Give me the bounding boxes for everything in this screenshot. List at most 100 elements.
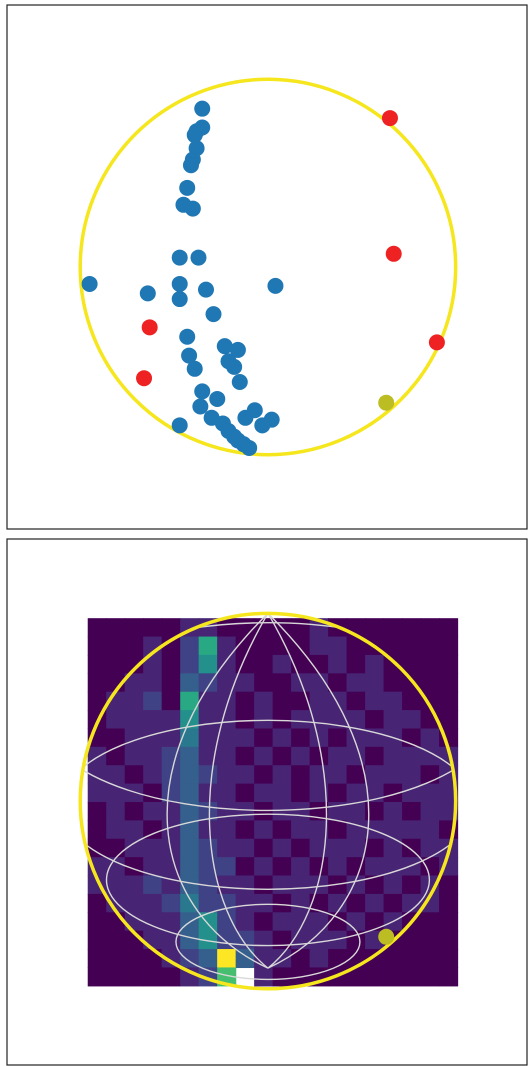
heat-cell — [420, 673, 440, 693]
heat-cell — [365, 875, 385, 895]
latitude-line — [175, 903, 361, 981]
heat-cell — [272, 893, 292, 913]
heat-cell — [328, 838, 348, 858]
heat-cell — [346, 838, 366, 858]
heat-cell — [309, 691, 329, 711]
heat-cell — [365, 912, 385, 932]
heat-cell — [439, 710, 459, 730]
heat-cell — [291, 893, 311, 913]
heat-cell — [143, 912, 163, 932]
heat-cell — [124, 691, 144, 711]
heat-cell — [439, 783, 459, 803]
point — [226, 358, 243, 375]
heat-cell — [124, 783, 144, 803]
heat-cell — [106, 710, 126, 730]
heat-cell — [161, 728, 181, 748]
heat-cell — [106, 783, 126, 803]
heat-cell — [180, 820, 200, 840]
point — [184, 200, 201, 217]
heat-cell — [254, 857, 274, 877]
heat-cell — [420, 912, 440, 932]
heat-cell — [439, 949, 459, 969]
heat-cell — [291, 765, 311, 785]
point — [378, 394, 395, 411]
point — [197, 281, 214, 298]
point — [139, 285, 156, 302]
heat-cell — [124, 875, 144, 895]
heat-cell — [87, 691, 107, 711]
heat-cell — [328, 636, 348, 656]
heat-cell — [346, 783, 366, 803]
heat-cell — [235, 857, 255, 877]
heat-cell — [420, 820, 440, 840]
heat-cell — [383, 893, 403, 913]
heat-cell — [235, 618, 255, 638]
heat-cell — [217, 636, 237, 656]
heat-cell — [198, 820, 218, 840]
panel-frame — [6, 4, 528, 530]
heat-cell — [198, 949, 218, 969]
heat-cell — [272, 820, 292, 840]
heat-cell — [439, 654, 459, 674]
heat-cell — [291, 728, 311, 748]
heat-cell — [328, 820, 348, 840]
heat-cell — [272, 857, 292, 877]
heat-cell — [254, 783, 274, 803]
heat-cell — [291, 746, 311, 766]
heat-cell — [217, 618, 237, 638]
heat-cell — [254, 912, 274, 932]
point — [231, 373, 248, 390]
heat-cell — [420, 949, 440, 969]
heat-cell — [420, 783, 440, 803]
heat-cell — [143, 618, 163, 638]
heat-cell — [383, 673, 403, 693]
heat-cell — [161, 912, 181, 932]
heat-cell — [346, 636, 366, 656]
point — [267, 277, 284, 294]
heat-cell — [309, 893, 329, 913]
heat-cell — [106, 618, 126, 638]
heat-cell — [235, 746, 255, 766]
heat-cell — [235, 765, 255, 785]
heat-cell — [217, 802, 237, 821]
heat-cell — [420, 728, 440, 748]
heat-cell — [309, 820, 329, 840]
latitude-line — [80, 622, 456, 812]
heat-cell — [124, 618, 144, 638]
heat-cell — [198, 893, 218, 913]
heat-cell — [309, 673, 329, 693]
heat-cell — [291, 875, 311, 895]
heat-cell — [124, 893, 144, 913]
heat-cell — [346, 710, 366, 730]
heat-cell — [291, 783, 311, 803]
heat-cell — [217, 654, 237, 674]
heat-cell — [198, 636, 218, 656]
heat-cell — [180, 765, 200, 785]
point — [385, 245, 402, 262]
heat-cell — [346, 746, 366, 766]
point — [186, 360, 203, 377]
heat-cell — [383, 820, 403, 840]
heat-cell — [402, 765, 422, 785]
heat-cell — [383, 746, 403, 766]
heat-cell — [217, 783, 237, 803]
heat-cell — [272, 783, 292, 803]
heat-cell — [235, 912, 255, 932]
point — [216, 338, 233, 355]
point — [194, 383, 211, 400]
point — [192, 398, 209, 415]
heat-cell — [420, 618, 440, 638]
heat-cell — [254, 967, 274, 987]
heat-cell — [365, 673, 385, 693]
heat-cell — [420, 857, 440, 877]
heat-cell — [198, 930, 218, 950]
heat-cell — [235, 673, 255, 693]
heat-cell — [87, 746, 107, 766]
longitude-line — [166, 613, 269, 969]
heat-cell — [365, 802, 385, 821]
heat-cell — [439, 893, 459, 913]
heat-cell — [87, 967, 107, 987]
heat-cell — [180, 673, 200, 693]
heat-cell — [402, 802, 422, 821]
